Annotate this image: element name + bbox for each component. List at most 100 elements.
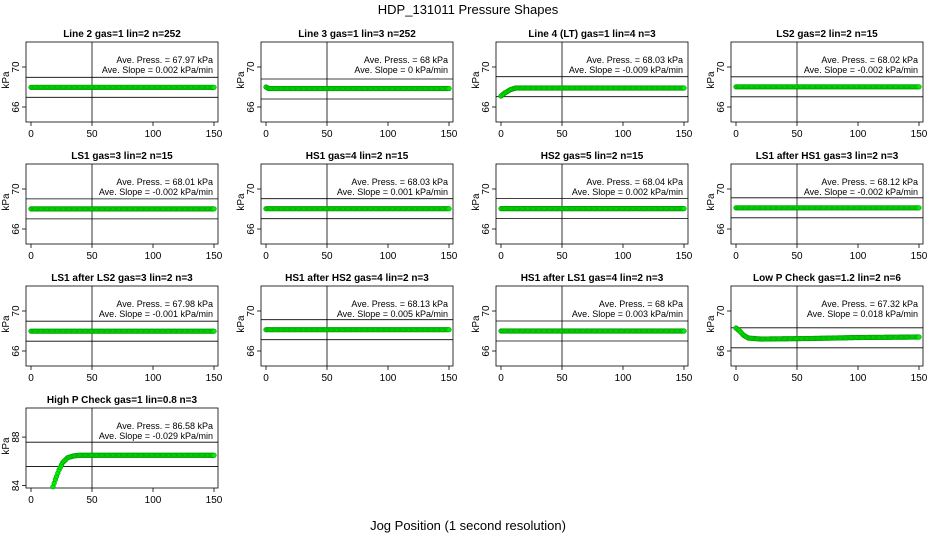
panel-10: HS1 after HS2 gas=4 lin=2 n=3 0 50 100 150 66… [236, 273, 458, 384]
x-tick-label: 50 [321, 251, 333, 262]
plot-frame [260, 285, 454, 367]
y-tick-label: 70 [246, 183, 257, 195]
stats-line-2: Ave. Slope = 0.002 kPa/min [572, 187, 683, 197]
data-point [916, 84, 922, 90]
y-axis-label: kPa [236, 315, 247, 333]
y-tick-label: 66 [246, 345, 257, 357]
y-axis-label: kPa [706, 193, 717, 211]
stats-line-1: Ave. Press. = 68 kPa [364, 55, 448, 65]
y-tick-label: 70 [11, 305, 22, 317]
y-tick-label: 70 [246, 305, 257, 317]
plot-frame [730, 41, 924, 123]
x-tick-label: 0 [733, 251, 739, 262]
panel-9: LS1 after LS2 gas=3 lin=2 n=3 0 50 100 150 66… [1, 273, 223, 384]
y-tick-label: 66 [481, 101, 492, 113]
x-tick-label: 150 [441, 129, 458, 140]
panel-title: HS2 gas=5 lin=2 n=15 [541, 151, 644, 162]
y-tick-label: 66 [11, 101, 22, 113]
x-tick-label: 100 [615, 251, 632, 262]
stats-line-1: Ave. Press. = 67.97 kPa [116, 55, 213, 65]
x-tick-label: 150 [441, 373, 458, 384]
x-tick-label: 100 [850, 251, 867, 262]
stats-line-2: Ave. Slope = 0.002 kPa/min [102, 65, 213, 75]
plot-frame [730, 163, 924, 245]
y-axis-label: kPa [1, 315, 12, 333]
data-point [446, 85, 452, 92]
data-point [681, 328, 687, 334]
plot-frame [495, 163, 689, 245]
y-tick-label: 70 [716, 305, 727, 317]
data-series [733, 205, 922, 211]
x-tick-label: 150 [206, 129, 223, 140]
main-title: HDP_131011 Pressure Shapes [377, 2, 559, 17]
x-tick-label: 150 [206, 495, 223, 506]
panel-title: LS1 after LS2 gas=3 lin=2 n=3 [51, 273, 193, 284]
data-point [211, 84, 217, 90]
stats-line-1: Ave. Press. = 68.03 kPa [586, 55, 683, 65]
panel-title: LS1 after HS1 gas=3 lin=2 n=3 [756, 151, 899, 162]
y-axis-label: kPa [706, 315, 717, 333]
y-tick-label: 66 [246, 101, 257, 113]
plot-frame [495, 41, 689, 123]
x-tick-label: 100 [145, 373, 162, 384]
y-tick-label: 70 [481, 305, 492, 317]
x-tick-label: 0 [498, 373, 504, 384]
data-series [733, 84, 922, 90]
stats-line-1: Ave. Press. = 68.13 kPa [351, 299, 448, 309]
data-series [28, 328, 217, 334]
x-tick-label: 100 [145, 495, 162, 506]
stats-line-2: Ave. Slope = 0 kPa/min [354, 65, 448, 75]
y-tick-label: 84 [11, 480, 22, 492]
panel-2: Line 3 gas=1 lin=3 n=252 0 50 100 150 66 70kPa… [236, 29, 458, 140]
y-tick-label: 70 [716, 61, 727, 73]
y-tick-label: 66 [716, 101, 727, 113]
data-point [211, 206, 217, 212]
y-axis-label: kPa [1, 71, 12, 89]
panel-title: Line 4 (LT) gas=1 lin=4 n=3 [528, 29, 656, 40]
data-series [733, 325, 922, 342]
x-tick-label: 150 [911, 251, 928, 262]
stats-line-1: Ave. Press. = 68.04 kPa [586, 177, 683, 187]
plot-frame [25, 163, 219, 245]
data-series [498, 206, 687, 212]
plot-frame [25, 285, 219, 367]
x-tick-label: 50 [86, 373, 98, 384]
x-tick-label: 50 [556, 251, 568, 262]
x-tick-label: 150 [676, 373, 693, 384]
stats-line-1: Ave. Press. = 86.58 kPa [116, 421, 213, 431]
x-tick-label: 50 [556, 373, 568, 384]
plot-frame [730, 285, 924, 367]
data-series [263, 206, 452, 212]
y-axis-label: kPa [236, 193, 247, 211]
x-tick-label: 150 [206, 373, 223, 384]
x-tick-label: 0 [263, 251, 269, 262]
y-tick-label: 66 [716, 223, 727, 235]
panel-11: HS1 after LS1 gas=4 lin=2 n=3 0 50 100 150 66… [471, 273, 693, 384]
y-tick-label: 66 [481, 223, 492, 235]
data-series [28, 206, 217, 212]
x-tick-label: 0 [263, 373, 269, 384]
stats-line-2: Ave. Slope = 0.005 kPa/min [337, 309, 448, 319]
stats-line-1: Ave. Press. = 68.03 kPa [351, 177, 448, 187]
x-tick-label: 0 [28, 495, 34, 506]
data-series [28, 84, 217, 90]
data-series [498, 85, 687, 99]
y-axis-label: kPa [1, 437, 12, 455]
x-tick-label: 150 [676, 129, 693, 140]
y-axis-label: kPa [471, 193, 482, 211]
x-tick-label: 100 [145, 251, 162, 262]
plot-frame [260, 41, 454, 123]
stats-line-2: Ave. Slope = -0.002 kPa/min [804, 65, 918, 75]
panel-8: LS1 after HS1 gas=3 lin=2 n=3 0 50 100 150 66… [706, 151, 928, 262]
panel-title: HS1 after HS2 gas=4 lin=2 n=3 [285, 273, 429, 284]
x-tick-label: 150 [206, 251, 223, 262]
panel-3: Line 4 (LT) gas=1 lin=4 n=3 0 50 100 150 66 70… [471, 29, 693, 140]
x-tick-label: 0 [733, 373, 739, 384]
x-tick-label: 0 [28, 251, 34, 262]
x-tick-label: 100 [850, 373, 867, 384]
panel-title: Line 2 gas=1 lin=2 n=252 [63, 29, 181, 40]
panel-title: LS2 gas=2 lin=2 n=15 [776, 29, 878, 40]
